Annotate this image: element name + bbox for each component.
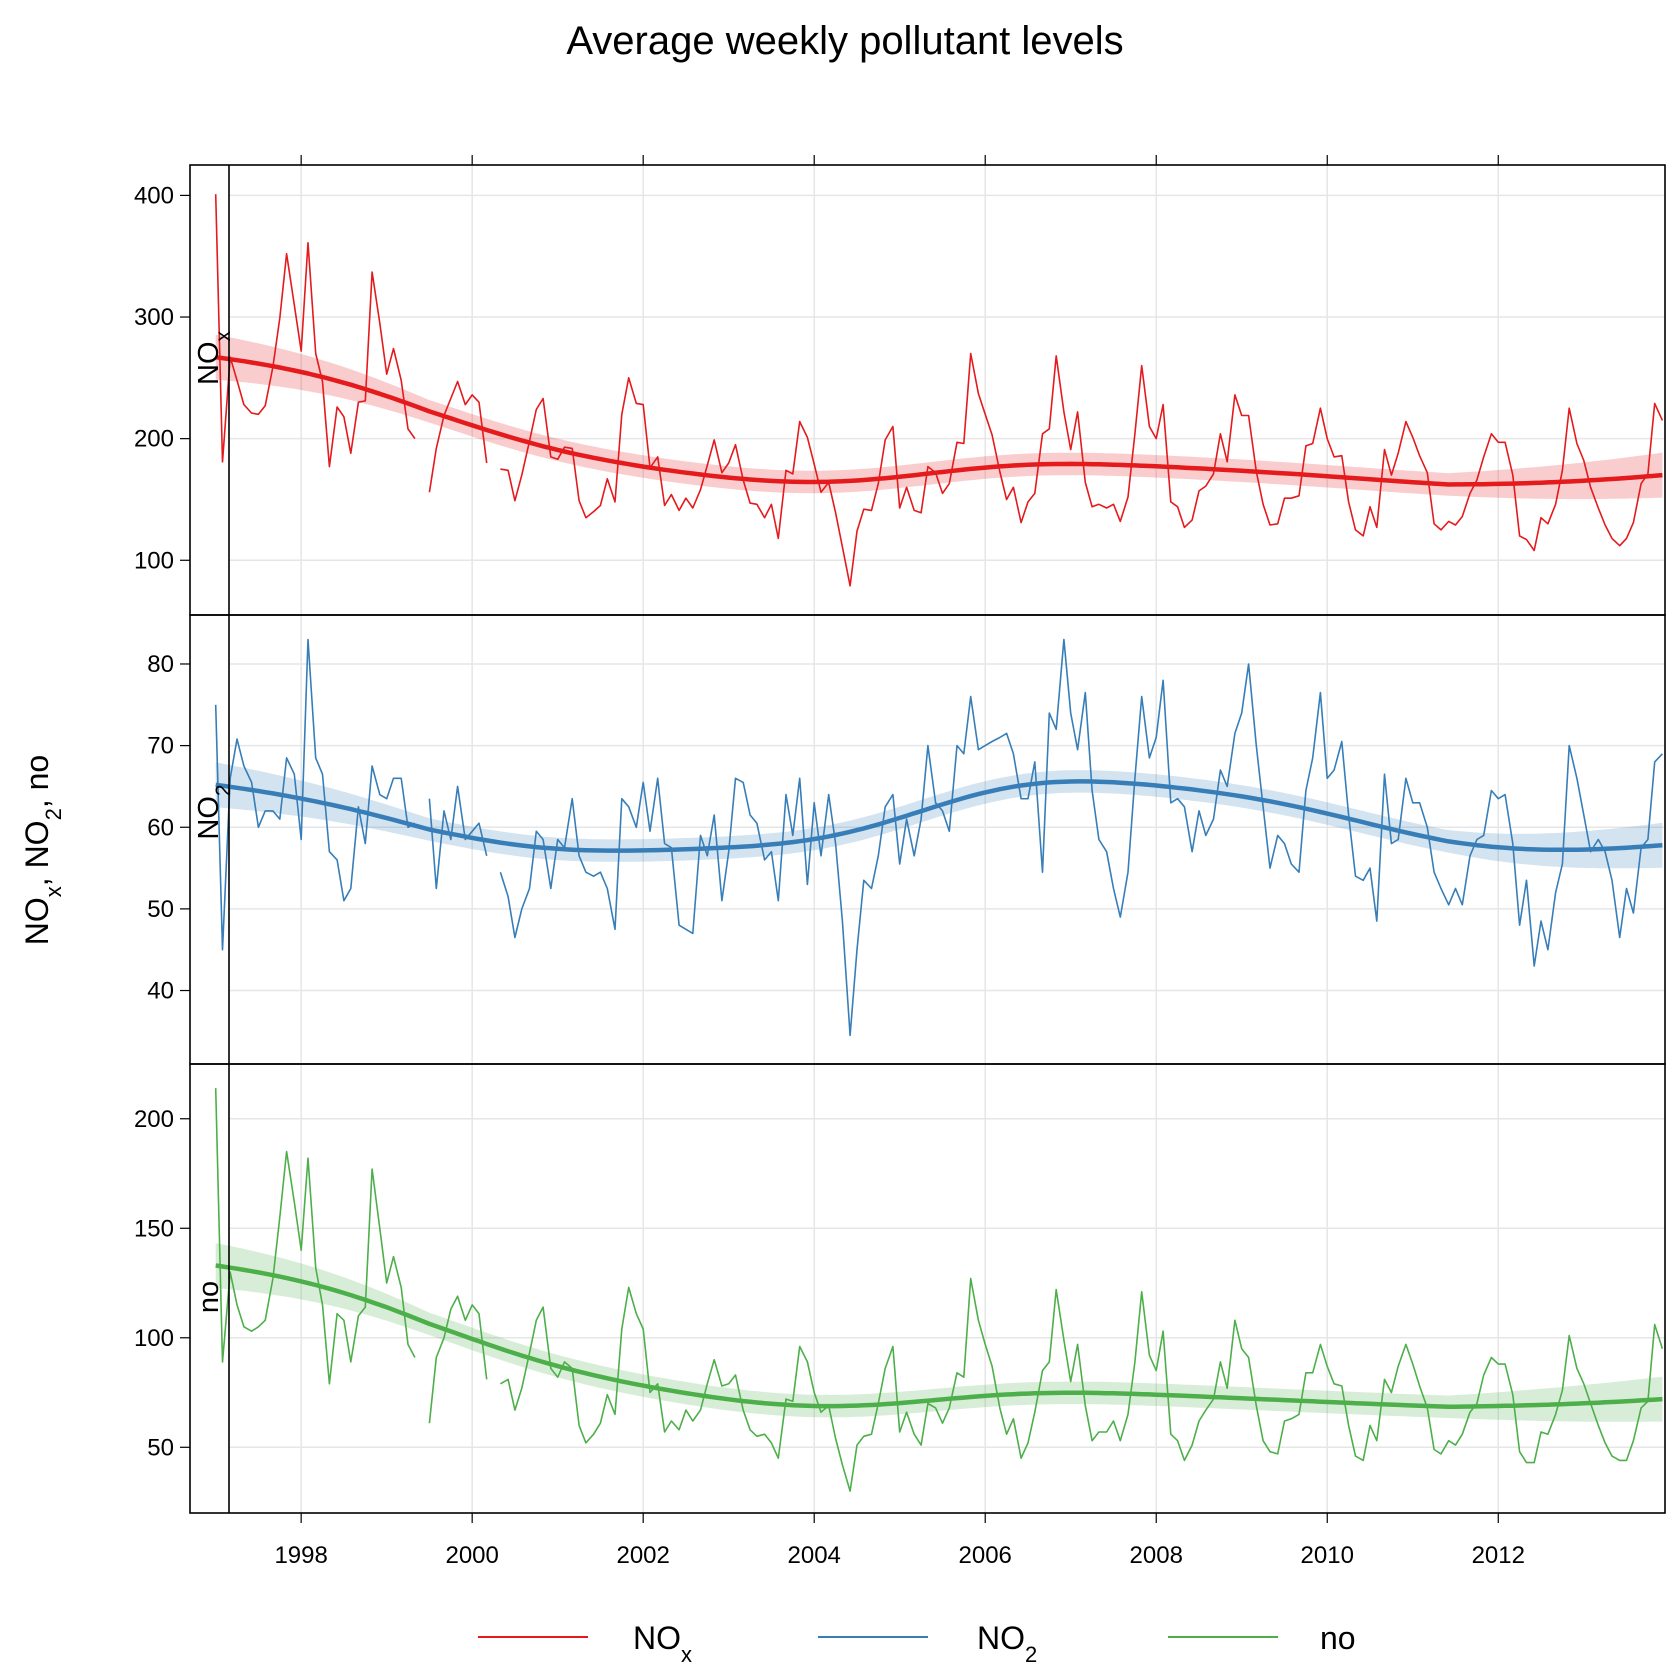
series-line-no [428,1295,488,1424]
x-tick-label: 2006 [959,1542,1012,1569]
series-line-nox [428,380,488,493]
series-line-nox [214,194,416,468]
y-tick-label-nox: 300 [134,304,174,331]
frame-layer [189,164,1666,1514]
smooth-trend-no2 [215,779,1663,853]
x-tick-label: 2008 [1130,1542,1183,1569]
legend-label-nox: NOx [633,1620,692,1667]
y-tick-label-nox: 400 [134,182,174,209]
x-tick-label: 2012 [1472,1542,1525,1569]
x-tick-label: 2000 [445,1542,498,1569]
y-tick-label-no2: 70 [147,733,174,760]
y-tick-label-no2: 80 [147,651,174,678]
series-line-no2 [428,785,488,890]
series-line-nox [500,352,1664,587]
series-layer [214,194,1664,1492]
panel-frame-no [189,1063,1666,1514]
series-line-no2 [499,638,1663,1037]
legend-label-no2: NO2 [977,1620,1037,1667]
y-tick-label-no2: 50 [147,896,174,923]
x-tick-label: 2002 [616,1542,669,1569]
strip-label-no: no [193,1281,225,1313]
y-tick-label-no: 100 [134,1325,174,1352]
svg-text:no: no [193,1281,225,1313]
y-tick-label-nox: 100 [134,547,174,574]
y-tick-label-no: 150 [134,1215,174,1242]
smooth-trend-no [215,1263,1663,1410]
y-tick-label-no2: 60 [147,814,174,841]
panel-frame-nox [189,164,1666,616]
y-tick-label-nox: 200 [134,426,174,453]
series-line-no [214,1088,416,1385]
confidence-band-nox [215,334,1663,500]
y-axis-label: NOx, NO2, no [19,755,66,945]
chart-title: Average weekly pollutant levels [566,19,1123,63]
series-line-no [500,1277,1664,1492]
y-tick-label-no: 200 [134,1106,174,1133]
series-line-no2 [214,638,416,951]
x-tick-label: 2004 [788,1542,841,1569]
legend: NOx NO2 no [478,1620,1356,1667]
confidence-band-no2 [215,762,1663,869]
y-tick-label-no2: 40 [147,978,174,1005]
legend-label-no: no [1320,1620,1356,1656]
smooth-trend-nox [215,354,1663,487]
x-tick-label: 2010 [1301,1542,1354,1569]
confidence-band-no [215,1243,1663,1422]
smooth-layer [215,354,1663,1410]
y-tick-label-no: 50 [147,1434,174,1461]
tick-layer: 100 200 300 400 40 50 60 70 80 50 100 150 200 1998 200… [134,155,1525,1569]
band-layer [215,334,1663,1422]
x-tick-label: 1998 [274,1542,327,1569]
